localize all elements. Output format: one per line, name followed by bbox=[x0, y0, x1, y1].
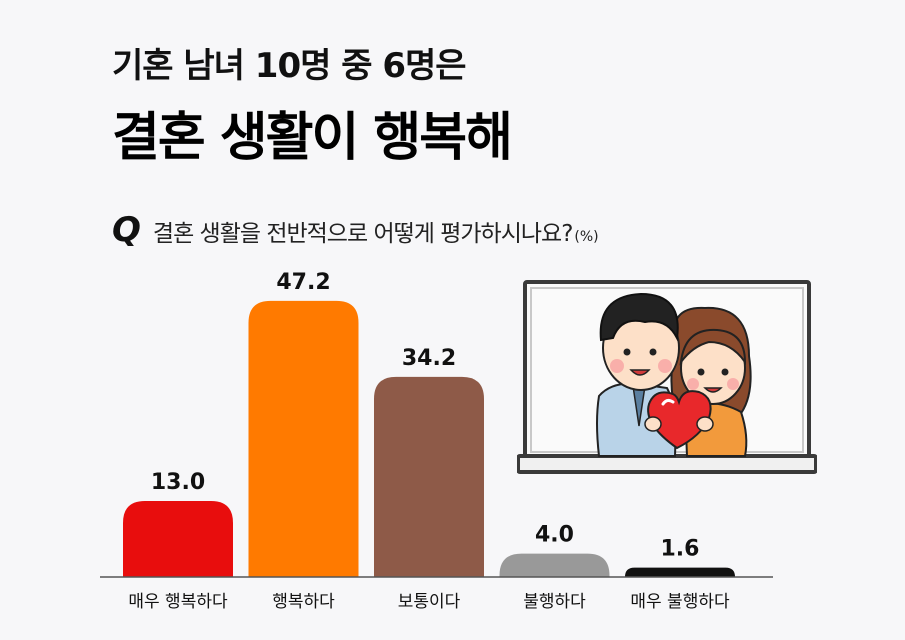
bar-0 bbox=[123, 500, 233, 577]
value-label-1: 47.2 bbox=[276, 270, 330, 295]
question-row: Q 결혼 생활을 전반적으로 어떻게 평가하시나요? (%) bbox=[112, 210, 599, 250]
value-label-3: 4.0 bbox=[535, 523, 574, 548]
bar-4 bbox=[625, 567, 735, 577]
category-label-4: 매우 불행하다 bbox=[630, 592, 730, 612]
category-label-3: 불행하다 bbox=[523, 592, 586, 612]
category-label-2: 보통이다 bbox=[398, 592, 461, 612]
couple-heart-illustration bbox=[517, 280, 817, 474]
question-text: 결혼 생활을 전반적으로 어떻게 평가하시나요? bbox=[152, 221, 573, 247]
headline-line1: 기혼 남녀 10명 중 6명은 bbox=[112, 46, 467, 86]
category-label-0: 매우 행복하다 bbox=[128, 592, 228, 612]
value-label-0: 13.0 bbox=[151, 470, 205, 495]
bar-1 bbox=[248, 300, 359, 577]
bar-3 bbox=[499, 553, 610, 577]
value-label-4: 1.6 bbox=[661, 537, 700, 562]
value-label-2: 34.2 bbox=[402, 346, 456, 371]
bar-2 bbox=[374, 376, 484, 577]
question-unit: (%) bbox=[574, 229, 599, 245]
question-mark-label: Q bbox=[112, 210, 141, 250]
category-label-1: 행복하다 bbox=[272, 592, 335, 612]
headline-line2: 결혼 생활이 행복해 bbox=[112, 108, 513, 168]
